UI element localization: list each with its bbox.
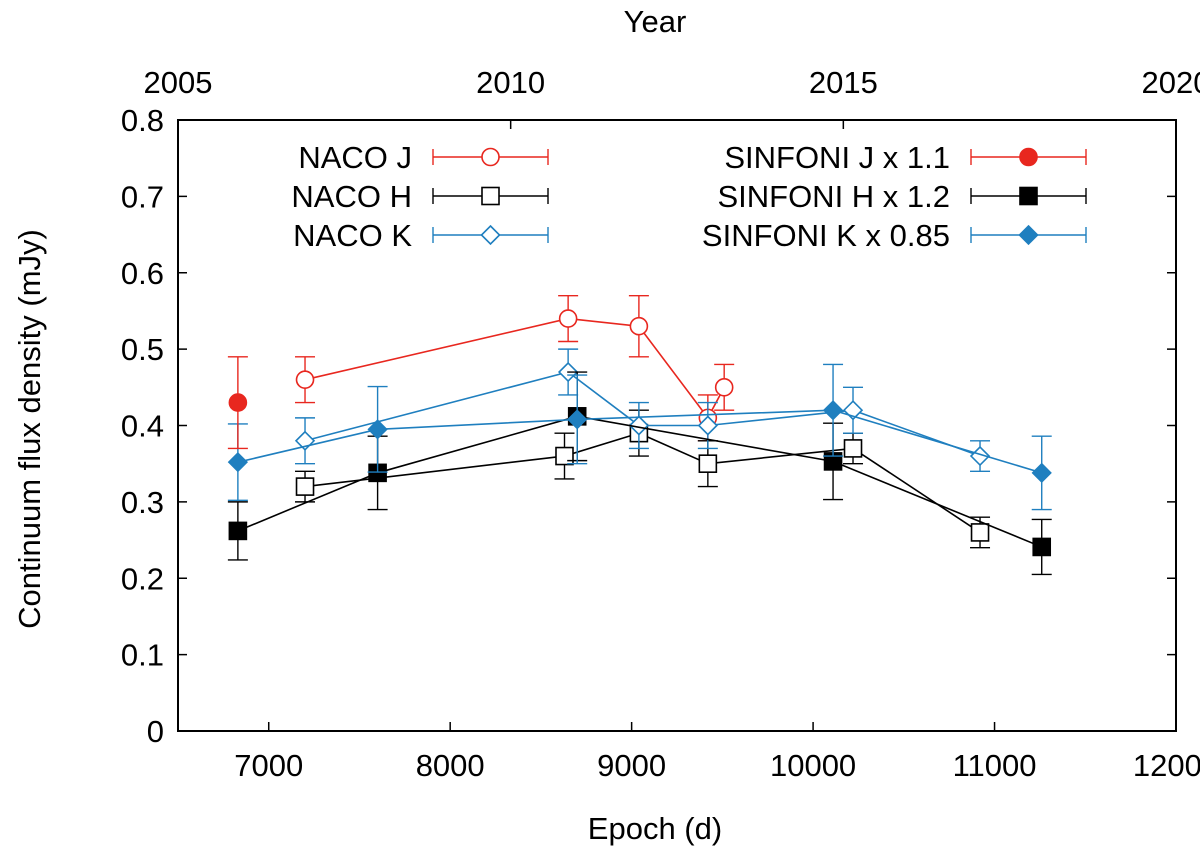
data-point	[295, 370, 315, 389]
x-tick-label: 12000	[1133, 748, 1200, 783]
legend-label: SINFONI H x 1.2	[717, 179, 950, 214]
legend-marker	[1019, 147, 1038, 167]
legend-label: NACO K	[293, 218, 412, 253]
series-sinfoni-k-x-0-85	[227, 363, 1052, 511]
legend-entry: NACO J	[298, 140, 549, 175]
legend-marker	[480, 224, 501, 246]
series-line	[304, 432, 981, 534]
data-point	[822, 400, 844, 421]
x-tick-label: 8000	[416, 748, 485, 783]
data-point	[697, 415, 718, 436]
data-point	[843, 439, 863, 458]
data-point	[1032, 537, 1052, 557]
legend-entry: SINFONI H x 1.2	[717, 179, 1087, 214]
legend: NACO J NACO H NACO K SINFONI J x 1.1 SINFONI…	[291, 140, 1087, 253]
data-point	[628, 415, 650, 436]
legend-label: SINFONI J x 1.1	[724, 140, 950, 175]
axis-layer: 7000 8000 9000 10000 11000 12000 2005 2010 2015 2…	[121, 65, 1200, 783]
series-sinfoni-j-x-1-1	[227, 356, 248, 450]
data-point	[228, 393, 248, 412]
y-tick-label: 0.4	[121, 409, 164, 444]
series-layer	[227, 294, 1052, 576]
x-axis-title: Epoch (d)	[588, 811, 722, 846]
data-point	[714, 378, 734, 397]
data-point	[558, 309, 578, 328]
data-point	[555, 446, 574, 466]
x2-tick-label: 2015	[809, 65, 878, 100]
legend-marker	[1019, 186, 1038, 206]
legend-entry: SINFONI J x 1.1	[724, 140, 1087, 175]
legend-marker	[481, 186, 500, 206]
x-tick-label: 11000	[953, 748, 1037, 783]
legend-entry: NACO K	[293, 218, 549, 253]
x2-tick-label: 2010	[476, 65, 545, 100]
legend-marker	[1018, 224, 1039, 246]
y-axis-title: Continuum flux density (mJy)	[12, 229, 47, 629]
data-point	[295, 477, 315, 496]
series-naco-j	[295, 294, 735, 442]
x-tick-label: 10000	[770, 748, 856, 783]
legend-entry: SINFONI K x 0.85	[702, 218, 1087, 253]
legend-marker	[481, 147, 500, 167]
series-line	[304, 371, 981, 457]
legend-label: NACO J	[298, 140, 412, 175]
x-tick-label: 9000	[597, 748, 666, 783]
legend-label: NACO H	[291, 179, 412, 214]
series-line	[304, 317, 725, 420]
y-tick-label: 0.1	[121, 638, 164, 673]
y-tick-label: 0.6	[121, 256, 164, 291]
y-tick-label: 0.8	[121, 103, 164, 138]
data-point	[367, 419, 388, 440]
legend-label: SINFONI K x 0.85	[702, 218, 950, 253]
y-tick-label: 0.5	[121, 332, 164, 367]
data-point	[698, 454, 718, 473]
y-tick-label: 0	[147, 714, 164, 749]
x2-tick-label: 2005	[144, 65, 213, 100]
y-tick-label: 0.2	[121, 561, 164, 596]
data-point	[227, 452, 249, 473]
y-tick-label: 0.7	[121, 179, 164, 214]
x-tick-label: 7000	[234, 748, 303, 783]
x2-axis-title: Year	[624, 4, 687, 39]
data-point	[228, 521, 248, 541]
data-point	[567, 409, 588, 430]
data-point	[1031, 462, 1052, 483]
data-point	[970, 523, 990, 542]
data-point	[629, 316, 649, 336]
y-tick-label: 0.3	[121, 485, 164, 520]
legend-entry: NACO H	[291, 179, 549, 214]
